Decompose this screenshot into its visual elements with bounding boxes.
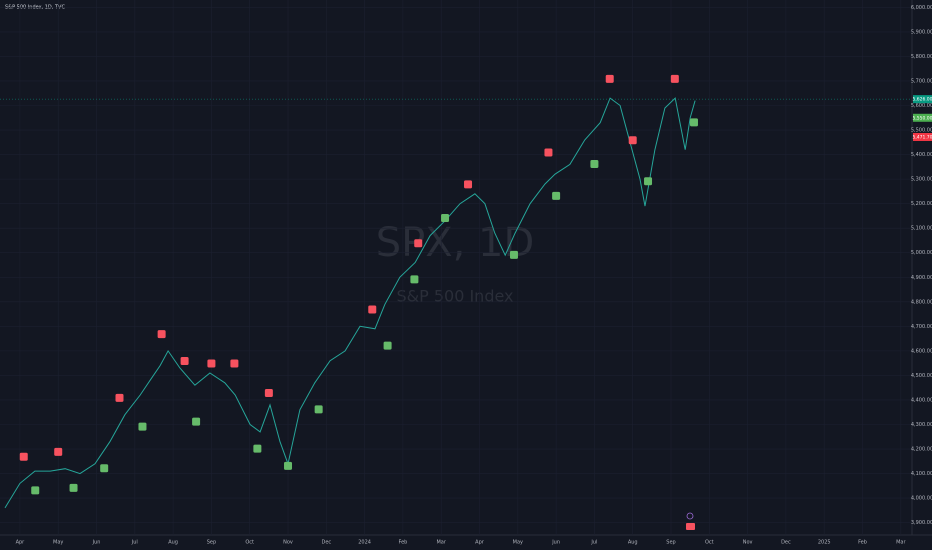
watermark: SPX, 1D (376, 220, 535, 266)
buy-signal (552, 191, 561, 200)
sell-signal (230, 359, 239, 368)
y-tick-label: 5,000.00 (911, 250, 932, 256)
x-tick-label: Oct (705, 540, 714, 546)
buy-signal (509, 250, 518, 259)
sell-signal (180, 357, 189, 366)
y-tick-label: 4,700.00 (911, 324, 932, 330)
x-tick-label: Aug (168, 540, 178, 546)
price-tag (913, 113, 932, 122)
y-tick-label: 4,400.00 (911, 397, 932, 403)
x-tick-label: Feb (398, 540, 407, 546)
sell-signal (670, 74, 679, 83)
x-tick-label: Mar (436, 540, 446, 546)
y-tick-label: 5,400.00 (911, 152, 932, 158)
x-tick-label: Jul (131, 540, 138, 546)
y-tick-label: 4,900.00 (911, 275, 932, 281)
buy-signal (441, 214, 450, 223)
x-tick-label: Nov (283, 540, 293, 546)
watermark-subtitle: S&P 500 Index (396, 287, 513, 306)
price-tag (913, 95, 932, 104)
sell-signal (605, 74, 614, 83)
y-tick-label: 5,500.00 (911, 128, 932, 134)
buy-signal (69, 483, 78, 492)
buy-signal (31, 486, 40, 495)
y-tick-label: 5,700.00 (911, 78, 932, 84)
x-tick-label: 2024 (358, 540, 371, 546)
sell-signal (157, 330, 166, 339)
x-tick-label: Apr (475, 540, 485, 546)
buy-signal (383, 341, 392, 350)
x-tick-label: Feb (858, 540, 867, 546)
sell-signal (207, 359, 216, 368)
y-tick-label: 6,000.00 (911, 5, 932, 11)
y-tick-label: 5,900.00 (911, 29, 932, 35)
x-tick-label: May (53, 540, 63, 546)
x-tick-label: Oct (245, 540, 254, 546)
y-tick-label: 5,600.00 (911, 103, 932, 109)
x-tick-label: Mar (896, 540, 906, 546)
x-tick-label: Jul (590, 540, 597, 546)
x-tick-label: Sep (207, 540, 216, 546)
y-tick-label: 4,100.00 (911, 471, 932, 477)
x-tick-label: 2025 (818, 540, 831, 546)
buy-signal (284, 461, 293, 470)
buy-signal (314, 405, 323, 414)
y-tick-label: 3,900.00 (911, 520, 932, 526)
buy-signal (138, 422, 147, 431)
x-tick-label: Sep (666, 540, 675, 546)
y-tick-label: 4,600.00 (911, 348, 932, 354)
x-tick-label: May (513, 540, 523, 546)
sell-signal (19, 452, 28, 461)
sell-signal (544, 148, 553, 157)
sell-signal (628, 136, 637, 145)
price-tag-label: 5,550.00 (912, 115, 932, 121)
y-tick-label: 4,300.00 (911, 422, 932, 428)
x-tick-label: Dec (781, 540, 791, 546)
y-tick-label: 5,100.00 (911, 226, 932, 232)
x-tick-label: Jun (92, 540, 101, 546)
buy-signal (689, 118, 698, 127)
event-icon[interactable] (686, 512, 694, 520)
x-tick-label: Nov (743, 540, 753, 546)
x-tick-label: Jun (551, 540, 560, 546)
y-tick-label: 4,800.00 (911, 299, 932, 305)
buy-signal (192, 417, 201, 426)
buy-signal (253, 444, 262, 453)
buy-signal (410, 275, 419, 284)
price-tag-label: 5,471.70 (912, 134, 932, 140)
sell-signal (264, 388, 273, 397)
event-icon[interactable] (686, 523, 695, 530)
y-tick-label: 4,000.00 (911, 496, 932, 502)
x-tick-label: Apr (16, 540, 26, 546)
sell-signal (414, 239, 423, 248)
buy-signal (100, 464, 109, 473)
y-tick-label: 4,500.00 (911, 373, 932, 379)
y-tick-label: 4,200.00 (911, 447, 932, 453)
price-tag-label: 5,626.00 (912, 97, 932, 103)
sell-signal (54, 447, 63, 456)
sell-signal (368, 305, 377, 314)
buy-signal (590, 160, 599, 169)
y-tick-label: 5,200.00 (911, 201, 932, 207)
x-tick-label: Aug (628, 540, 638, 546)
sell-signal (464, 180, 473, 189)
x-tick-label: Dec (321, 540, 331, 546)
buy-signal (644, 177, 653, 186)
price-tag (913, 132, 932, 141)
price-line (4, 97, 696, 509)
y-tick-label: 5,800.00 (911, 54, 932, 60)
sell-signal (115, 393, 124, 402)
y-tick-label: 5,300.00 (911, 177, 932, 183)
